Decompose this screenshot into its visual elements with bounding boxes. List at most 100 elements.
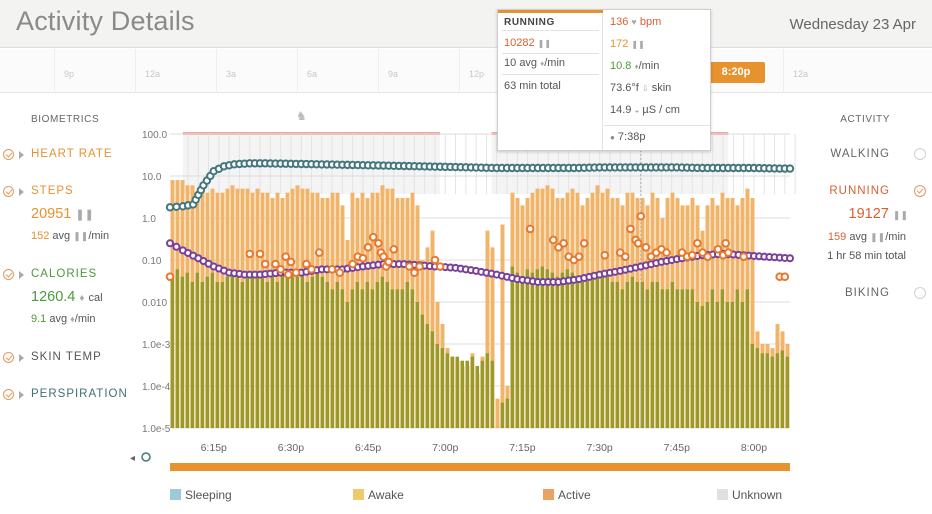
calorie-bar: [620, 289, 624, 428]
activity-chart[interactable]: 100.0 10.0 1.0 0.10 0.010 1.0e-3 1.0e-4 1.0e-5 6…: [130, 120, 800, 478]
unchecked-icon[interactable]: [914, 148, 926, 160]
calorie-bar: [255, 276, 259, 428]
skin-temp-toggle[interactable]: SKIN TEMP: [0, 350, 135, 366]
tooltip-steps-rate-value: 172: [610, 38, 629, 50]
heart-rate-point: [435, 262, 445, 271]
heart-rate-point: [384, 257, 393, 267]
checked-icon[interactable]: [3, 269, 14, 280]
tooltip-avg-label: avg: [519, 57, 538, 69]
calorie-bar: [490, 360, 494, 428]
heart-rate-point: [621, 252, 630, 261]
current-time-marker[interactable]: 8:20p: [707, 62, 765, 83]
calories-avg-unit: /min: [74, 313, 96, 325]
calorie-bar: [565, 269, 569, 428]
calorie-bar: [235, 276, 239, 428]
calories-unit: cal: [88, 292, 103, 304]
tooltip-avg-unit: /min: [544, 57, 565, 69]
timeline-tick: [459, 49, 460, 93]
calories-toggle[interactable]: CALORIES: [0, 267, 135, 283]
tooltip-time-value: 7:38p: [617, 131, 646, 143]
checked-icon[interactable]: [3, 186, 14, 197]
heart-rate-point: [723, 248, 733, 257]
calorie-bar: [720, 289, 724, 428]
footprints-icon: ❚❚: [73, 231, 89, 241]
expand-arrow-icon[interactable]: [19, 188, 24, 196]
calorie-bar: [220, 281, 224, 428]
steps-avg-value: 152: [31, 230, 50, 242]
calorie-bar: [300, 272, 304, 428]
calorie-bar: [610, 281, 614, 428]
heart-rate-point: [286, 257, 296, 267]
calorie-bar: [430, 331, 434, 428]
checked-icon[interactable]: [3, 352, 14, 363]
flame-icon: ♦: [540, 59, 545, 68]
y-tick-label: 1.0e-4: [142, 382, 171, 393]
perspiration-label: PERSPIRATION: [31, 388, 128, 400]
checked-icon[interactable]: [3, 389, 14, 400]
steps-bar: [750, 197, 755, 428]
calorie-bar: [415, 302, 419, 428]
checked-icon[interactable]: [914, 185, 926, 197]
tooltip-accent-bar: [498, 10, 603, 13]
timeline-tick: [378, 49, 379, 93]
heart-rate-point: [626, 224, 635, 234]
tooltip-perspiration-unit: µS / cm: [642, 104, 680, 116]
unchecked-icon[interactable]: [914, 287, 926, 299]
calorie-bar: [625, 281, 629, 428]
timeline-tick: [297, 49, 298, 93]
expand-arrow-icon[interactable]: [19, 151, 24, 159]
expand-arrow-icon[interactable]: [19, 271, 24, 279]
heart-rate-toggle[interactable]: HEART RATE: [0, 147, 135, 163]
data-tooltip: RUNNING 10282 ❚❚ 10 avg ♦/min 63 min tot…: [497, 9, 711, 151]
calorie-bar: [665, 289, 669, 428]
heart-rate-point: [693, 238, 702, 248]
heart-rate-point: [780, 272, 790, 282]
calorie-bar: [340, 289, 344, 428]
heart-rate-point: [302, 259, 311, 269]
biking-label: BIKING: [845, 287, 890, 299]
heart-rate-point: [165, 272, 175, 282]
heart-rate-point: [525, 224, 535, 234]
divider: [502, 53, 599, 54]
calorie-bar: [505, 398, 509, 428]
tooltip-skin-temp: 73.6°f ⇩ skin: [610, 82, 671, 94]
biking-toggle[interactable]: BIKING: [800, 287, 932, 303]
scroll-left-icon[interactable]: ◂: [130, 453, 135, 464]
calorie-bar: [520, 276, 524, 428]
timeline-strip[interactable]: 9p12a3a6a9a12p3p6p9p12a 8:20p: [0, 49, 932, 93]
steps-toggle[interactable]: STEPS: [0, 184, 135, 200]
flame-icon: ♦: [79, 293, 85, 304]
clock-icon: ●: [610, 133, 615, 142]
x-tick-label: 7:00p: [432, 442, 458, 454]
calorie-bar: [330, 289, 334, 428]
calorie-bar: [230, 272, 234, 428]
calorie-bar: [765, 353, 769, 428]
expand-arrow-icon[interactable]: [19, 391, 24, 399]
expand-arrow-icon[interactable]: [19, 354, 24, 362]
perspiration-toggle[interactable]: PERSPIRATION: [0, 387, 135, 403]
calorie-bar: [380, 276, 384, 428]
x-tick-label: 7:15p: [509, 442, 535, 454]
calorie-bar: [290, 276, 294, 428]
calorie-bar: [190, 281, 194, 428]
steps-bar: [500, 224, 505, 428]
tooltip-activity: RUNNING: [504, 17, 555, 28]
calorie-bar: [445, 353, 449, 428]
calorie-bar: [590, 272, 594, 428]
walking-toggle[interactable]: WALKING: [800, 148, 932, 164]
calorie-bar: [470, 356, 474, 428]
heart-rate-point: [713, 244, 723, 254]
steps-total-value: 20951: [31, 206, 72, 222]
tooltip-total: 63 min total: [504, 80, 561, 92]
timeline-label: 12a: [793, 69, 809, 79]
running-duration: 1 hr 58 min total: [827, 250, 906, 262]
x-tick-label: 6:45p: [355, 442, 381, 454]
calorie-bar: [545, 269, 549, 428]
calorie-bar: [705, 302, 709, 428]
steps-bar: [485, 230, 490, 428]
footprints-icon: ❚❚: [870, 232, 886, 242]
checked-icon[interactable]: [3, 149, 14, 160]
steps-average: 152 avg ❚❚/min: [31, 230, 109, 242]
running-toggle[interactable]: RUNNING: [800, 185, 932, 201]
calorie-bar: [530, 272, 534, 428]
